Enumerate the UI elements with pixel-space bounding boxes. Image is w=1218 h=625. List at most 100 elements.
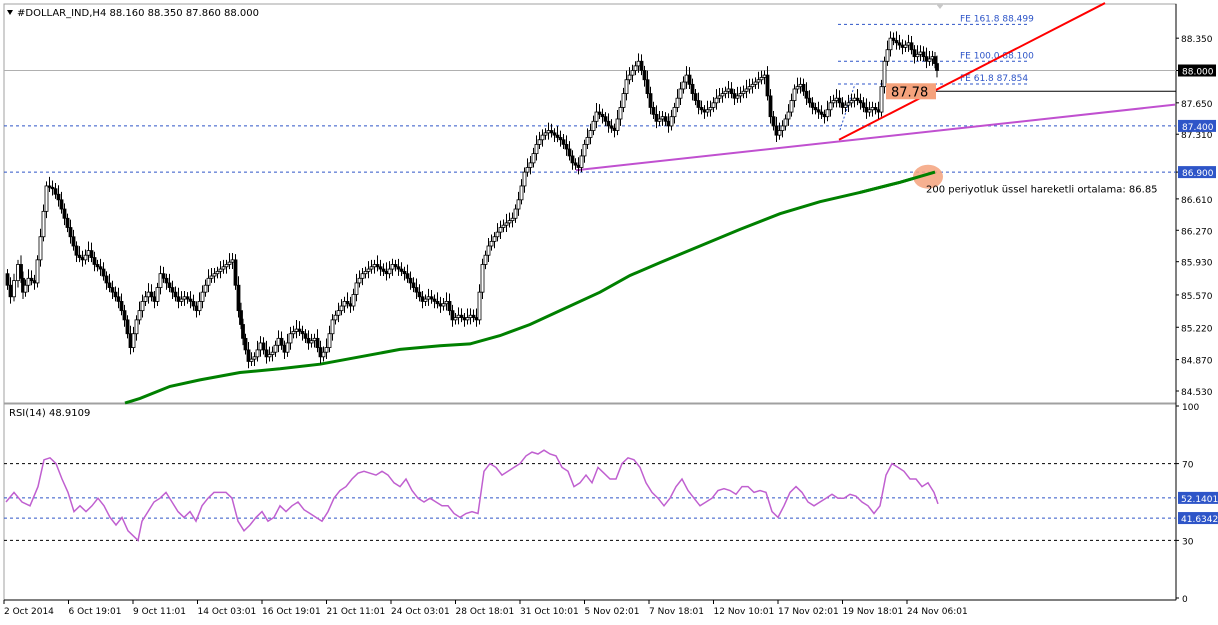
- candle-body: [38, 236, 43, 261]
- candle-body: [19, 264, 23, 279]
- candle-body: [870, 107, 875, 111]
- candle-body: [101, 268, 106, 277]
- candle-body: [804, 90, 809, 99]
- price-tick-label: 84.530: [1181, 388, 1213, 398]
- candle-body: [606, 120, 611, 127]
- candle-body: [480, 264, 485, 293]
- candle-body: [297, 328, 302, 332]
- candle-body: [720, 93, 725, 97]
- candle-body: [828, 102, 833, 111]
- candle-body: [462, 317, 467, 321]
- candle-body: [354, 282, 359, 295]
- candle-body: [558, 137, 563, 141]
- candle-body: [624, 79, 629, 94]
- candle-body: [537, 139, 542, 145]
- candle-body: [573, 162, 578, 166]
- candle-body: [909, 42, 914, 51]
- candle-body: [633, 65, 638, 71]
- candle-body: [339, 305, 344, 312]
- candle-body: [543, 132, 548, 136]
- candle-body: [450, 310, 455, 321]
- price-badge: [1178, 119, 1216, 132]
- price-badge-label: 87.400: [1182, 123, 1214, 133]
- ema-200-tip: [859, 170, 936, 194]
- candle-body: [327, 333, 332, 348]
- candle-body: [16, 264, 20, 282]
- candle-body: [236, 284, 241, 312]
- candle-body: [402, 270, 407, 275]
- candle-body: [227, 261, 232, 265]
- candle-body: [239, 310, 243, 325]
- ema-highlight-marker: [913, 164, 943, 189]
- candle-body: [795, 86, 800, 90]
- candle-body: [825, 109, 830, 118]
- candle-body: [366, 268, 371, 272]
- candle-body: [170, 287, 175, 293]
- candle-body: [525, 167, 530, 173]
- candle-body: [270, 351, 275, 355]
- candle-body: [152, 296, 157, 302]
- candle-body: [621, 93, 626, 108]
- candle-body: [843, 104, 848, 108]
- candle-body: [885, 49, 890, 62]
- candle-body: [188, 298, 193, 302]
- candle-body: [879, 86, 884, 113]
- candle-body: [447, 301, 452, 312]
- time-tick-label: 19 Nov 18:01: [843, 607, 904, 617]
- time-tick-label: 21 Oct 11:01: [327, 607, 386, 617]
- candle-body: [588, 130, 593, 138]
- candle-body: [164, 277, 169, 284]
- candle-body: [321, 351, 326, 358]
- candle-body: [849, 100, 854, 104]
- candle-body: [444, 301, 449, 305]
- candle-body: [125, 319, 130, 335]
- candle-body: [618, 107, 623, 120]
- time-tick-label: 9 Oct 11:01: [133, 607, 186, 617]
- candle-body: [8, 284, 13, 298]
- candle-body: [65, 217, 70, 228]
- rsi-line: [5, 449, 939, 542]
- time-tick-label: 2 Oct 2014: [4, 607, 54, 617]
- candle-body: [303, 333, 308, 339]
- candle-body: [540, 134, 545, 141]
- candle-body: [453, 317, 458, 321]
- candle-body: [489, 240, 494, 247]
- candle-body: [516, 199, 521, 210]
- candle-body: [471, 314, 476, 318]
- candle-body: [435, 301, 440, 305]
- candle-body: [173, 291, 178, 298]
- candle-body: [372, 264, 377, 268]
- rsi-tick-label: 30: [1182, 537, 1194, 547]
- candle-body: [819, 111, 824, 115]
- candle-body: [59, 199, 64, 210]
- candle-body: [597, 111, 602, 115]
- candle-body: [501, 224, 506, 228]
- candle-body: [861, 102, 866, 108]
- time-tick-label: 24 Nov 06:01: [907, 607, 968, 617]
- candle-body: [660, 116, 665, 120]
- candle-body: [161, 273, 166, 279]
- price-badge: [1178, 166, 1216, 179]
- candle-body: [708, 107, 713, 111]
- candle-body: [128, 333, 133, 348]
- candle-body: [792, 88, 797, 101]
- triangle-down-icon[interactable]: [7, 10, 13, 15]
- candle-body: [834, 97, 839, 101]
- candle-body: [405, 273, 410, 279]
- candle-body: [249, 358, 254, 362]
- candle-body: [209, 275, 214, 279]
- candle-body: [714, 97, 719, 104]
- candle-body: [291, 331, 296, 335]
- candle-body: [666, 120, 671, 127]
- candle-body: [612, 127, 617, 131]
- candle-body: [5, 273, 10, 286]
- candle-body: [507, 220, 512, 224]
- candle-body: [176, 296, 181, 302]
- candle-body: [432, 298, 437, 302]
- candle-body: [116, 296, 121, 302]
- candle-body: [768, 95, 773, 118]
- fibonacci-label: FE 100.0 88.100: [960, 51, 1034, 61]
- candle-body: [246, 349, 251, 362]
- candle-body: [474, 317, 479, 321]
- rsi-series: [5, 449, 939, 542]
